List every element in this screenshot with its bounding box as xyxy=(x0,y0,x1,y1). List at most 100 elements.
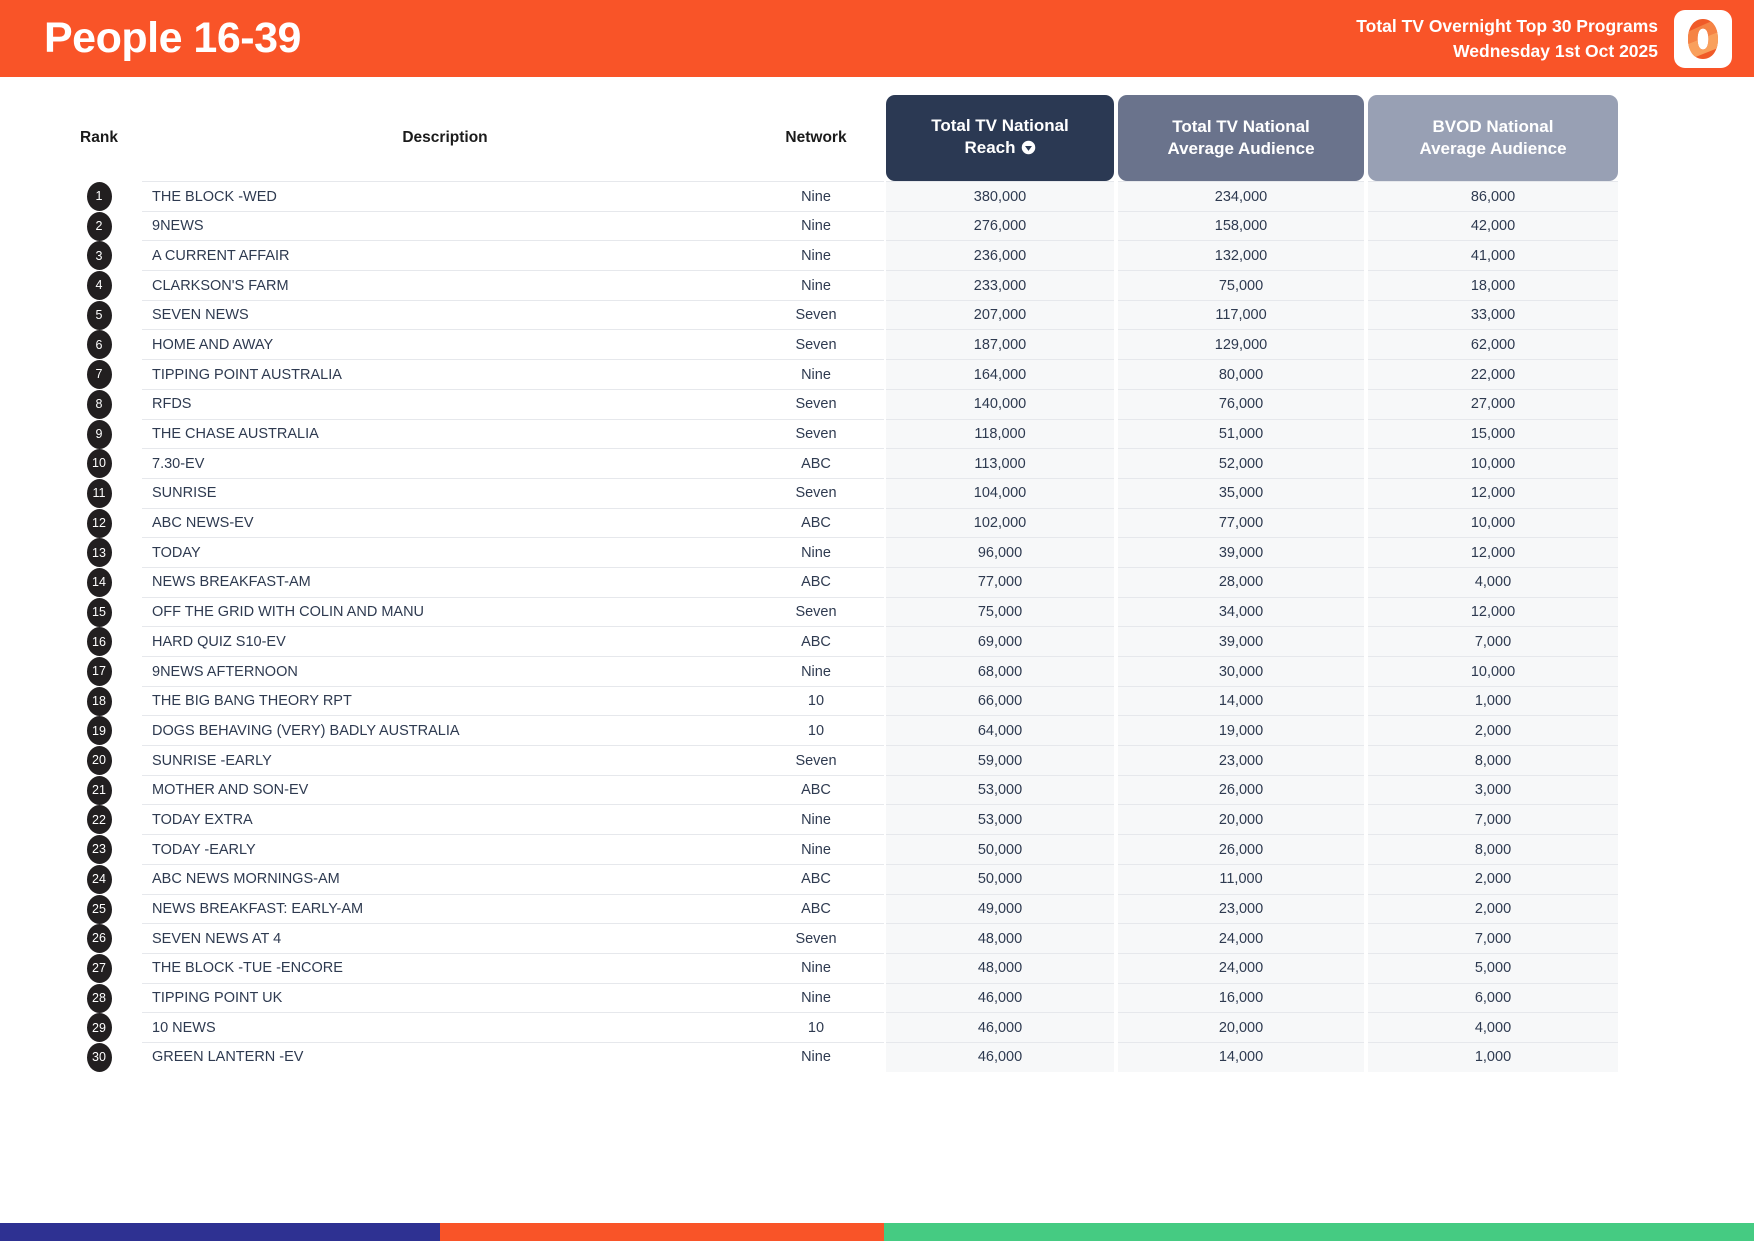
rank-badge: 9 xyxy=(86,419,112,449)
bvod-cell: 1,000 xyxy=(1368,685,1618,716)
table-row[interactable]: 29 10 NEWS 10 46,000 20,000 4,000 xyxy=(56,1012,1698,1043)
average-audience-cell: 158,000 xyxy=(1118,210,1364,241)
reach-cell: 46,000 xyxy=(886,1012,1114,1043)
rank-badge: 23 xyxy=(86,835,112,865)
network-cell: Nine xyxy=(748,952,884,983)
network-cell: ABC xyxy=(748,626,884,656)
table-row[interactable]: 20 SUNRISE -EARLY Seven 59,000 23,000 8,000 xyxy=(56,745,1698,776)
bvod-cell: 10,000 xyxy=(1368,448,1618,479)
table-row[interactable]: 9 THE CHASE AUSTRALIA Seven 118,000 51,000 15… xyxy=(56,418,1698,449)
table-row[interactable]: 12 ABC NEWS-EV ABC 102,000 77,000 10,000 xyxy=(56,507,1698,538)
table-row[interactable]: 11 SUNRISE Seven 104,000 35,000 12,000 xyxy=(56,477,1698,508)
network-cell: Nine xyxy=(748,181,884,211)
page-header: People 16-39 Total TV Overnight Top 30 P… xyxy=(0,0,1754,77)
table-row[interactable]: 22 TODAY EXTRA Nine 53,000 20,000 7,000 xyxy=(56,804,1698,835)
rank-cell: 28 xyxy=(56,983,142,1013)
rank-cell: 20 xyxy=(56,745,142,776)
ratings-table: Rank Description Network Total TV Nation… xyxy=(0,95,1754,1072)
rank-cell: 13 xyxy=(56,537,142,568)
table-row[interactable]: 2 9NEWS Nine 276,000 158,000 42,000 xyxy=(56,210,1698,241)
rank-badge: 16 xyxy=(86,627,112,657)
table-row[interactable]: 30 GREEN LANTERN -EV Nine 46,000 14,000 1,000 xyxy=(56,1041,1698,1072)
average-audience-cell: 26,000 xyxy=(1118,774,1364,805)
description-cell: SUNRISE xyxy=(142,477,748,508)
description-cell: HOME AND AWAY xyxy=(142,329,748,359)
table-row[interactable]: 10 7.30-EV ABC 113,000 52,000 10,000 xyxy=(56,448,1698,479)
description-cell: ABC NEWS-EV xyxy=(142,507,748,538)
table-row[interactable]: 1 THE BLOCK -WED Nine 380,000 234,000 86,000 xyxy=(56,181,1698,211)
description-cell: 9NEWS xyxy=(142,210,748,241)
average-audience-cell: 23,000 xyxy=(1118,893,1364,924)
description-cell: A CURRENT AFFAIR xyxy=(142,240,748,270)
table-row[interactable]: 7 TIPPING POINT AUSTRALIA Nine 164,000 80,00… xyxy=(56,359,1698,390)
rank-badge: 21 xyxy=(86,775,112,805)
bvod-cell: 27,000 xyxy=(1368,388,1618,419)
description-cell: TODAY EXTRA xyxy=(142,804,748,834)
column-header-rank: Rank xyxy=(80,129,118,146)
average-audience-cell: 234,000 xyxy=(1118,181,1364,211)
bvod-cell: 15,000 xyxy=(1368,418,1618,449)
rank-badge: 30 xyxy=(86,1042,112,1072)
table-row[interactable]: 13 TODAY Nine 96,000 39,000 12,000 xyxy=(56,537,1698,568)
description-cell: CLARKSON'S FARM xyxy=(142,270,748,300)
network-cell: Nine xyxy=(748,982,884,1013)
logo-o-glyph xyxy=(1688,18,1718,59)
table-row[interactable]: 24 ABC NEWS MORNINGS-AM ABC 50,000 11,000 2,0… xyxy=(56,863,1698,894)
table-row[interactable]: 16 HARD QUIZ S10-EV ABC 69,000 39,000 7,000 xyxy=(56,626,1698,657)
average-audience-cell: 117,000 xyxy=(1118,299,1364,330)
average-audience-cell: 76,000 xyxy=(1118,388,1364,419)
network-cell: ABC xyxy=(748,566,884,597)
description-cell: HARD QUIZ S10-EV xyxy=(142,626,748,656)
column-header-total-tv-national-average-audience[interactable]: Total TV National Average Audience xyxy=(1118,95,1364,181)
reach-cell: 49,000 xyxy=(886,893,1114,924)
rank-badge: 15 xyxy=(86,597,112,627)
table-row[interactable]: 8 RFDS Seven 140,000 76,000 27,000 xyxy=(56,388,1698,419)
table-row[interactable]: 28 TIPPING POINT UK Nine 46,000 16,000 6,000 xyxy=(56,982,1698,1013)
reach-cell: 96,000 xyxy=(886,537,1114,568)
bvod-cell: 18,000 xyxy=(1368,270,1618,301)
network-cell: ABC xyxy=(748,893,884,924)
average-audience-cell: 16,000 xyxy=(1118,982,1364,1013)
reach-cell: 48,000 xyxy=(886,923,1114,954)
table-row[interactable]: 6 HOME AND AWAY Seven 187,000 129,000 62,000 xyxy=(56,329,1698,360)
reach-cell: 68,000 xyxy=(886,656,1114,686)
network-cell: Seven xyxy=(748,745,884,775)
table-row[interactable]: 23 TODAY -EARLY Nine 50,000 26,000 8,000 xyxy=(56,834,1698,865)
network-cell: Seven xyxy=(748,388,884,419)
table-row[interactable]: 17 9NEWS AFTERNOON Nine 68,000 30,000 10,000 xyxy=(56,656,1698,686)
reach-cell: 48,000 xyxy=(886,952,1114,983)
description-cell: 7.30-EV xyxy=(142,448,748,478)
footer-segment-green xyxy=(884,1223,1754,1241)
table-row[interactable]: 26 SEVEN NEWS AT 4 Seven 48,000 24,000 7,000 xyxy=(56,923,1698,954)
table-row[interactable]: 27 THE BLOCK -TUE -ENCORE Nine 48,000 24,000… xyxy=(56,952,1698,983)
footer-color-bar xyxy=(0,1223,1754,1241)
average-audience-cell: 14,000 xyxy=(1118,1041,1364,1072)
network-cell: ABC xyxy=(748,448,884,478)
table-row[interactable]: 19 DOGS BEHAVING (VERY) BADLY AUSTRALIA 10… xyxy=(56,715,1698,746)
table-row[interactable]: 3 A CURRENT AFFAIR Nine 236,000 132,000 41,00… xyxy=(56,240,1698,271)
average-audience-cell: 39,000 xyxy=(1118,537,1364,568)
rank-cell: 18 xyxy=(56,686,142,716)
network-cell: Nine xyxy=(748,834,884,864)
table-row[interactable]: 4 CLARKSON'S FARM Nine 233,000 75,000 18,000 xyxy=(56,270,1698,301)
reach-cell: 164,000 xyxy=(886,359,1114,390)
table-row[interactable]: 25 NEWS BREAKFAST: EARLY-AM ABC 49,000 23,00… xyxy=(56,893,1698,924)
rank-badge: 26 xyxy=(86,924,112,954)
table-row[interactable]: 18 THE BIG BANG THEORY RPT 10 66,000 14,000 1… xyxy=(56,685,1698,716)
description-cell: THE BLOCK -TUE -ENCORE xyxy=(142,952,748,983)
average-audience-cell: 80,000 xyxy=(1118,359,1364,390)
reach-cell: 233,000 xyxy=(886,270,1114,301)
rank-badge: 17 xyxy=(86,657,112,686)
sort-descending-icon[interactable] xyxy=(1021,139,1036,161)
network-cell: ABC xyxy=(748,507,884,538)
column-header-bvod-national-average-audience[interactable]: BVOD National Average Audience xyxy=(1368,95,1618,181)
rank-badge: 14 xyxy=(86,567,112,597)
table-row[interactable]: 5 SEVEN NEWS Seven 207,000 117,000 33,000 xyxy=(56,299,1698,330)
description-cell: TIPPING POINT UK xyxy=(142,982,748,1013)
table-row[interactable]: 14 NEWS BREAKFAST-AM ABC 77,000 28,000 4,000 xyxy=(56,566,1698,597)
average-audience-cell: 39,000 xyxy=(1118,626,1364,657)
bvod-cell: 4,000 xyxy=(1368,566,1618,597)
column-header-total-tv-national-reach[interactable]: Total TV National Reach xyxy=(886,95,1114,181)
table-row[interactable]: 21 MOTHER AND SON-EV ABC 53,000 26,000 3,000 xyxy=(56,774,1698,805)
table-row[interactable]: 15 OFF THE GRID WITH COLIN AND MANU Seven 7… xyxy=(56,596,1698,627)
